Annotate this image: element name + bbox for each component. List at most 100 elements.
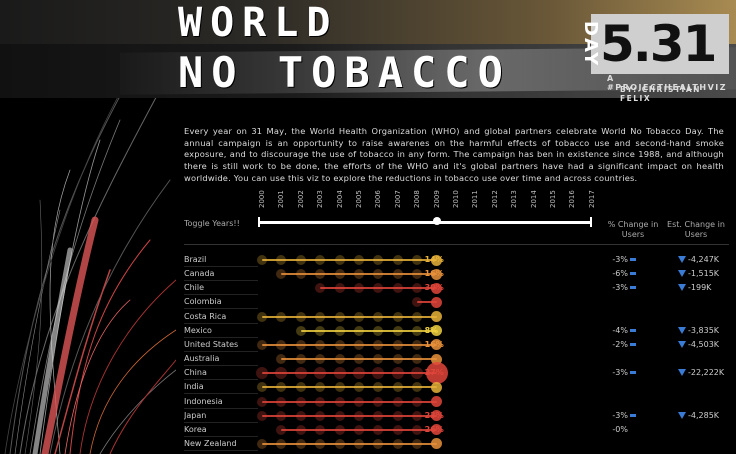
year-bubble[interactable] [412,354,423,365]
year-label[interactable]: 2002 [296,190,305,208]
table-row[interactable]: Colombia [0,295,736,310]
year-bubble[interactable] [295,269,306,280]
year-label[interactable]: 2017 [587,190,596,208]
year-bubble[interactable] [276,410,287,421]
year-bubble[interactable] [392,396,403,407]
year-bubble[interactable] [392,311,403,322]
year-bubble[interactable] [257,311,267,322]
table-row[interactable]: Chile 30% -3% -199K [0,281,736,296]
year-label[interactable]: 2012 [490,190,499,208]
year-bubble[interactable] [294,367,307,380]
year-bubble[interactable] [431,268,443,280]
year-bubble[interactable] [412,325,423,336]
year-bubble[interactable] [334,354,345,365]
year-bubble[interactable] [334,325,345,336]
year-bubble[interactable] [354,283,364,294]
year-bubble[interactable] [315,438,326,449]
year-bubble[interactable] [392,354,403,365]
year-bubble[interactable] [392,424,403,435]
year-label[interactable]: 2010 [452,190,460,208]
year-bubble[interactable] [276,255,287,265]
year-bubble[interactable] [431,339,443,351]
year-bubble[interactable] [373,269,384,280]
year-bubble[interactable] [315,339,326,350]
year-bubble[interactable] [354,255,364,265]
table-row[interactable]: Costa Rica [0,310,736,324]
year-bubble[interactable] [334,438,345,449]
year-bubble[interactable] [412,424,423,435]
year-bubble[interactable] [431,438,443,450]
year-bubble[interactable] [431,282,443,294]
year-bubble[interactable] [295,354,306,365]
table-row[interactable]: Indonesia [0,395,736,409]
year-label[interactable]: 2000 [258,190,266,208]
year-label[interactable]: 2016 [568,190,577,208]
year-bubble[interactable] [315,283,326,294]
year-bubble[interactable] [392,410,403,421]
table-row[interactable]: Japan 23% -3% -4,285K [0,409,736,423]
year-bubble[interactable] [334,255,345,265]
year-bubble[interactable] [373,255,384,265]
year-label[interactable]: 2007 [393,190,402,208]
year-bubble[interactable] [373,424,384,435]
year-label[interactable]: 2006 [374,190,383,208]
year-bubble[interactable] [354,269,364,280]
year-bubble[interactable] [353,367,365,380]
year-bubble[interactable] [373,283,384,294]
year-bubble[interactable] [257,382,267,393]
year-bubble[interactable] [373,339,384,350]
year-label[interactable]: 2013 [510,190,519,208]
year-slider-track[interactable] [260,221,590,224]
year-bubble[interactable] [373,438,384,449]
year-bubble[interactable] [373,354,384,365]
year-bubble[interactable] [373,396,384,407]
year-bubble[interactable] [373,410,384,421]
year-bubble[interactable] [392,269,403,280]
year-bubble[interactable] [256,367,268,380]
year-bubble[interactable] [392,382,403,393]
year-bubble[interactable] [412,269,423,280]
year-bubble[interactable] [334,311,345,322]
year-bubble[interactable] [295,410,306,421]
year-bubble[interactable] [392,438,403,449]
year-bubble[interactable] [412,410,423,421]
year-bubble[interactable] [314,367,327,380]
year-bubble[interactable] [276,339,287,350]
year-bubble[interactable] [295,255,306,265]
year-label[interactable]: 2014 [529,190,538,208]
year-bubble[interactable] [412,396,423,407]
year-bubble[interactable] [257,438,267,449]
year-bubble[interactable] [354,325,364,336]
year-label[interactable]: 2008 [413,190,422,208]
year-bubble[interactable] [276,396,287,407]
year-bubble[interactable] [315,354,326,365]
year-bubble[interactable] [334,269,345,280]
year-bubble[interactable] [257,255,267,265]
year-bubble[interactable] [257,396,267,407]
year-bubble[interactable] [295,424,306,435]
year-bubble[interactable] [276,438,287,449]
year-bubble[interactable] [354,424,364,435]
year-bubble[interactable] [392,339,403,350]
year-label[interactable]: 2003 [316,190,325,208]
year-bubble[interactable] [295,339,306,350]
year-bubble[interactable] [431,353,443,365]
year-bubble[interactable] [295,396,306,407]
year-bubble[interactable] [412,255,423,265]
table-row[interactable]: United States 16% -2% -4,503K [0,338,736,352]
table-row[interactable]: China 27% -3% -22,222K [0,362,736,385]
year-bubble[interactable] [334,424,345,435]
year-bubble[interactable] [392,283,403,294]
year-bubble[interactable] [354,354,364,365]
year-bubble[interactable] [412,382,423,393]
year-bubble[interactable] [431,410,443,422]
year-bubble[interactable] [295,382,306,393]
year-bubble[interactable] [315,424,326,435]
year-bubble[interactable] [431,254,443,266]
year-bubble[interactable] [295,325,306,336]
table-row[interactable]: Brazil 14% -3% -4,247K [0,253,736,267]
year-bubble[interactable] [275,367,288,380]
year-bubble[interactable] [412,283,423,294]
year-bubble[interactable] [372,367,385,380]
year-label[interactable]: 2011 [471,190,480,208]
